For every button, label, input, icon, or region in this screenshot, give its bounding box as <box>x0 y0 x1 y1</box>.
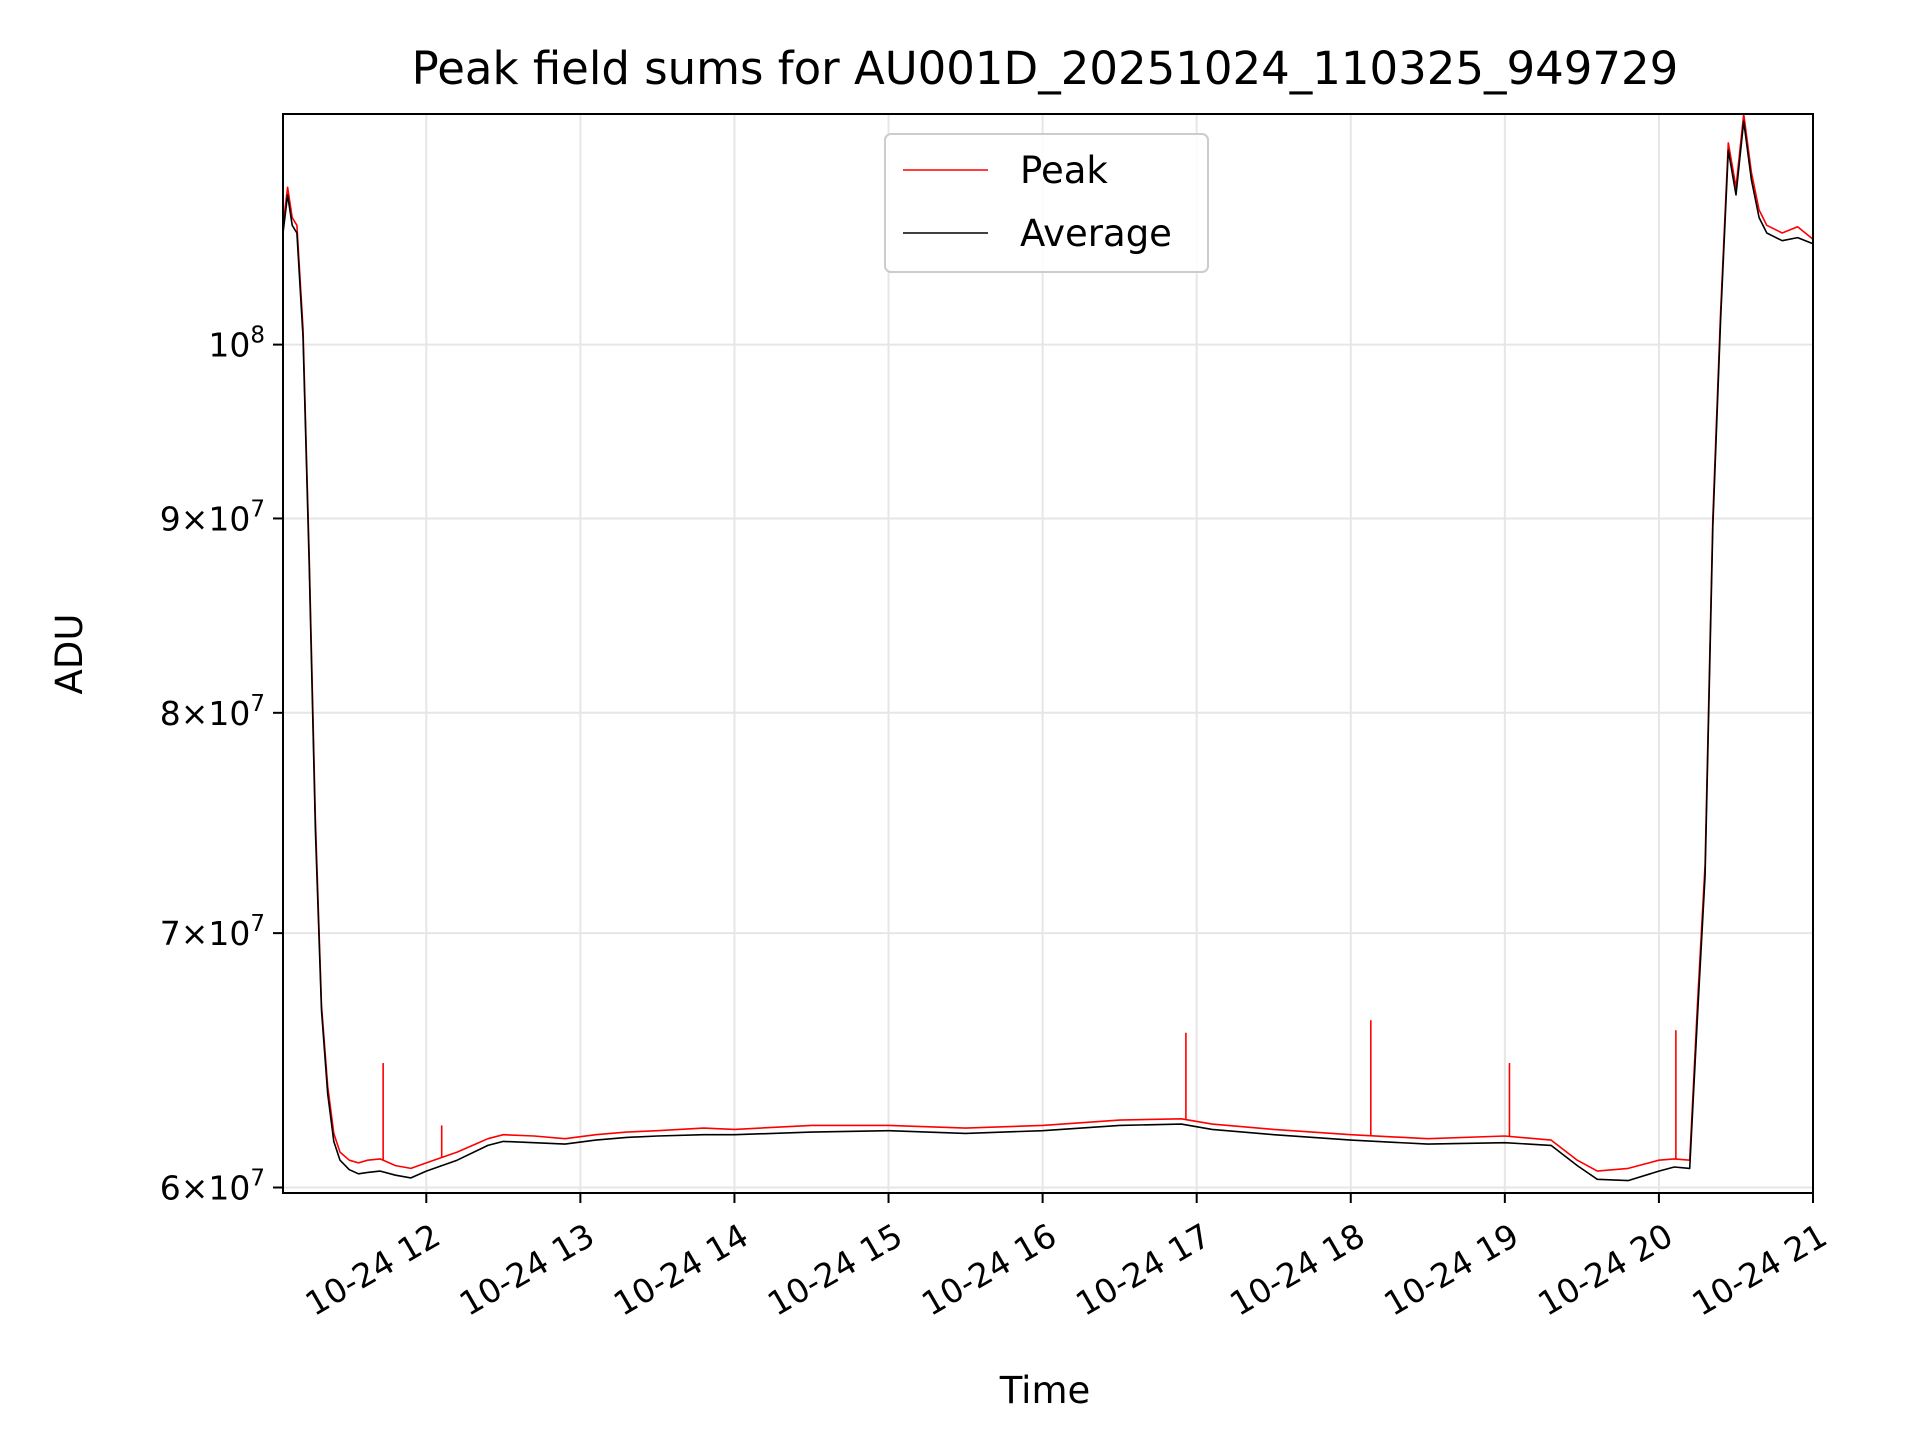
series-average-line <box>282 120 1814 1182</box>
x-tick-label: 10-24 20 <box>1531 1216 1679 1324</box>
legend: Peak Average <box>884 133 1209 273</box>
legend-frame <box>884 133 1209 273</box>
y-tick-label: 9×107 <box>160 496 265 538</box>
y-tick-label: 6×107 <box>160 1165 265 1207</box>
x-tick-label: 10-24 15 <box>761 1216 909 1324</box>
y-tick-label: 108 <box>208 323 265 365</box>
axes: 10-24 12 10-24 13 10-24 14 10-24 15 10-24 16… <box>160 323 1834 1324</box>
grid <box>283 114 1814 1193</box>
x-tick-label: 10-24 12 <box>299 1216 447 1324</box>
legend-peak-label: Peak <box>1020 149 1108 192</box>
plot-frame <box>282 113 1814 1194</box>
series-layer <box>282 113 1814 1182</box>
y-axis-label: ADU <box>48 614 91 695</box>
x-tick-label: 10-24 18 <box>1223 1216 1371 1324</box>
y-tick-label: 8×107 <box>160 691 265 733</box>
x-tick-label: 10-24 17 <box>1069 1216 1217 1324</box>
chart-title: Peak field sums for AU001D_20251024_1103… <box>412 42 1679 95</box>
x-tick-label: 10-24 21 <box>1685 1216 1833 1324</box>
x-tick-label: 10-24 16 <box>915 1216 1063 1324</box>
y-tick-label: 7×107 <box>160 911 265 953</box>
x-tick-label: 10-24 13 <box>453 1216 601 1324</box>
x-axis-label: Time <box>999 1369 1091 1412</box>
x-tick-label: 10-24 14 <box>607 1216 755 1324</box>
x-tick-label: 10-24 19 <box>1377 1216 1525 1324</box>
legend-average-label: Average <box>1020 212 1172 255</box>
